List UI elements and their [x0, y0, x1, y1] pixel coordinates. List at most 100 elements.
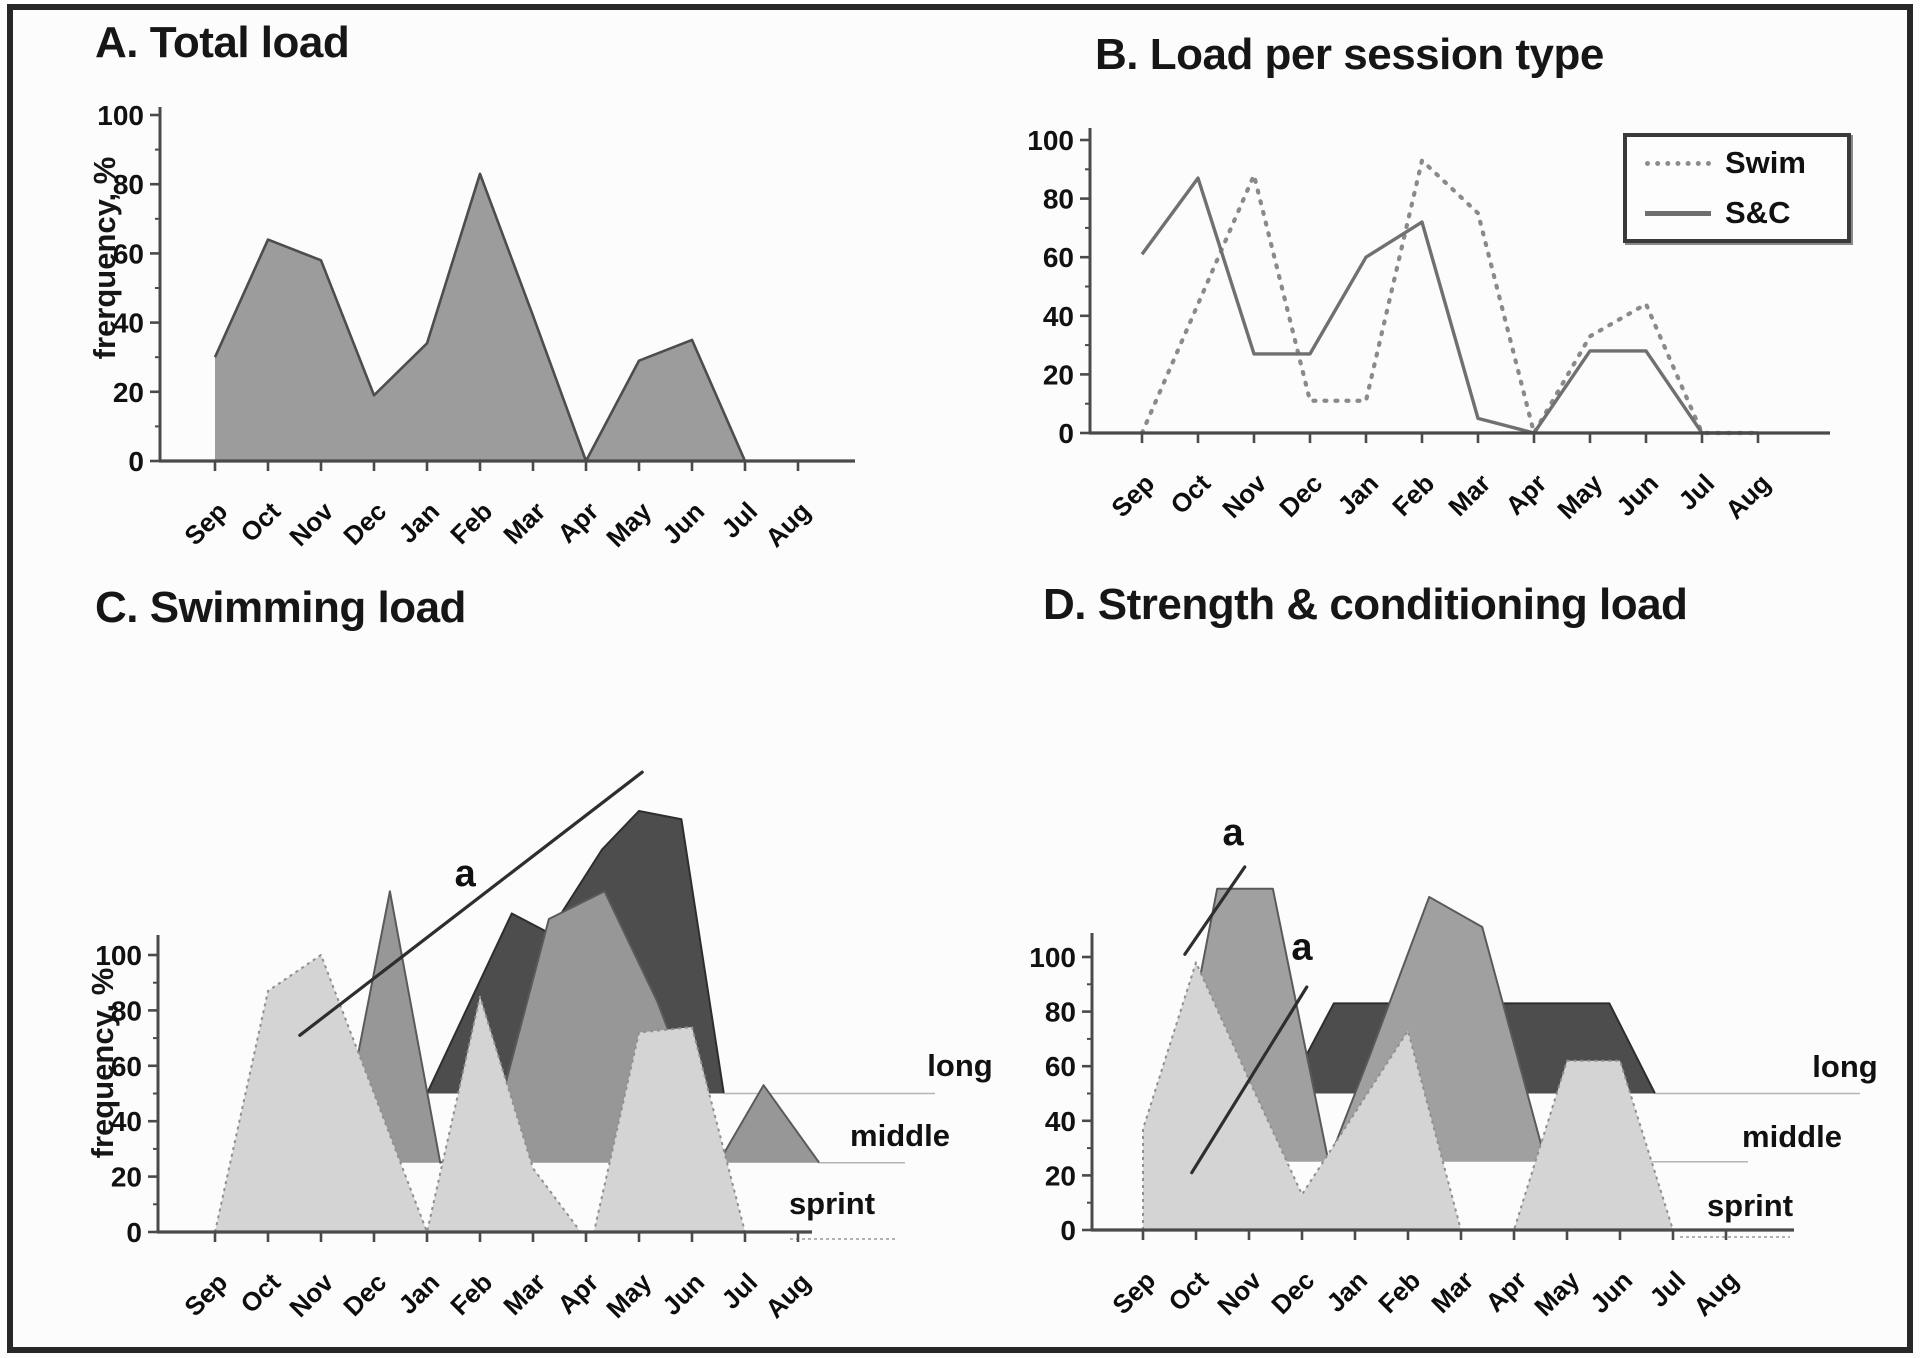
- y-tick-label: 40: [111, 1106, 142, 1137]
- layer-area-middle: [336, 891, 820, 1163]
- month-label: Nov: [1216, 468, 1272, 524]
- annotation-label: a: [1223, 812, 1245, 854]
- month-label: Feb: [444, 1267, 498, 1321]
- total-load-outline: [213, 172, 798, 463]
- legend-row-sc: S&C: [1645, 195, 1833, 231]
- month-label: Jul: [715, 496, 763, 544]
- y-tick-label: 20: [1043, 359, 1074, 390]
- month-label: Jun: [1584, 1265, 1638, 1319]
- layer-outline-sprint: [1142, 961, 1726, 1231]
- month-label: Feb: [444, 496, 498, 550]
- layer-label-long: long: [927, 1048, 992, 1083]
- y-tick-label: 80: [113, 169, 144, 200]
- month-label: Nov: [1211, 1265, 1267, 1321]
- y-tick-label: 40: [1045, 1106, 1076, 1137]
- month-label: Sep: [1106, 1265, 1161, 1320]
- month-label: Aug: [759, 496, 816, 553]
- month-label: Oct: [234, 1267, 286, 1319]
- layer-area-sprint: [215, 955, 798, 1232]
- layer-area-middle: [1164, 888, 1546, 1162]
- month-label: Dec: [337, 1267, 392, 1322]
- month-label: Jan: [1320, 1265, 1373, 1318]
- layer-label-sprint: sprint: [1707, 1188, 1793, 1223]
- y-tick-label: 0: [128, 446, 144, 477]
- y-tick-label: 0: [126, 1217, 142, 1248]
- month-label: Jun: [656, 496, 710, 550]
- y-tick-label: 100: [1029, 942, 1076, 973]
- month-label: Feb: [1372, 1265, 1426, 1319]
- y-tick-label: 40: [113, 308, 144, 339]
- month-label: Apr: [551, 1267, 604, 1320]
- annotation-line: [1183, 865, 1247, 956]
- panel-d-title: D. Strength & conditioning load: [1043, 580, 1688, 629]
- annotation-label: a: [1291, 927, 1313, 969]
- panel-b-title: B. Load per session type: [1095, 30, 1604, 79]
- month-label: Dec: [1273, 468, 1328, 523]
- y-tick-label: 0: [1058, 418, 1074, 449]
- month-label: Dec: [1265, 1265, 1320, 1320]
- y-tick-label: 80: [1043, 184, 1074, 215]
- legend-label-swim: Swim: [1725, 145, 1806, 180]
- layer-outline-middle: [1163, 887, 1547, 1163]
- month-label: Apr: [1499, 468, 1552, 521]
- month-label: Jan: [392, 496, 445, 549]
- month-label: Aug: [1719, 468, 1776, 525]
- month-label: Jul: [1672, 468, 1720, 516]
- layer-area-sprint: [1143, 962, 1726, 1230]
- month-label: Jul: [1643, 1265, 1691, 1313]
- month-label: Sep: [178, 1267, 233, 1322]
- y-tick-label: 80: [1045, 997, 1076, 1028]
- month-label: May: [600, 496, 657, 553]
- layer-label-middle: middle: [850, 1118, 950, 1153]
- month-label: Jun: [656, 1267, 710, 1321]
- y-tick-label: 20: [113, 377, 144, 408]
- layer-outline-sprint: [214, 954, 798, 1233]
- month-label: Sep: [178, 496, 233, 551]
- y-tick-label: 60: [113, 238, 144, 269]
- layer-outline-long: [426, 809, 725, 1094]
- annotation-label: a: [455, 853, 477, 895]
- layer-label-middle: middle: [1742, 1119, 1842, 1154]
- y-tick-label: 100: [1027, 125, 1074, 156]
- month-label: Oct: [234, 496, 286, 548]
- y-tick-label: 100: [97, 100, 144, 131]
- y-tick-label: 20: [1045, 1160, 1076, 1191]
- annotation-line: [1190, 985, 1309, 1175]
- layer-label-sprint: sprint: [789, 1186, 875, 1221]
- month-label: Jan: [392, 1267, 445, 1320]
- month-label: Apr: [551, 496, 604, 549]
- swim-dotted-line-sample: [1645, 160, 1711, 166]
- month-label: Nov: [283, 496, 339, 552]
- annotation-line: [298, 770, 644, 1037]
- y-tick-label: 20: [111, 1162, 142, 1193]
- y-tick-label: 60: [1045, 1051, 1076, 1082]
- layer-outline-middle: [335, 890, 821, 1164]
- month-label: Dec: [337, 496, 392, 551]
- y-tick-label: 60: [111, 1051, 142, 1082]
- month-label: Feb: [1386, 468, 1440, 522]
- month-label: Apr: [1479, 1265, 1532, 1318]
- series-sc: [1140, 176, 1758, 435]
- month-label: Jun: [1610, 468, 1664, 522]
- panel-c-title: C. Swimming load: [95, 583, 466, 632]
- month-label: Nov: [283, 1267, 339, 1323]
- y-tick-label: 0: [1060, 1215, 1076, 1246]
- month-label: Mar: [1425, 1265, 1479, 1319]
- month-label: May: [600, 1267, 657, 1324]
- series-swim: [1139, 158, 1761, 436]
- month-label: Oct: [1164, 468, 1216, 520]
- month-label: Mar: [497, 496, 551, 550]
- month-label: Mar: [1442, 468, 1496, 522]
- panel-d-chart: long middle sprint 0 20 40 60 80 100 Sep OctNovDec…: [1029, 812, 1877, 1322]
- month-label: May: [1528, 1265, 1585, 1322]
- total-load-area: [215, 173, 798, 461]
- legend-label-sc: S&C: [1725, 195, 1791, 230]
- month-label: Aug: [759, 1267, 816, 1324]
- month-label: Jul: [715, 1267, 763, 1315]
- sc-solid-line-sample: [1645, 210, 1711, 216]
- legend-box: Swim S&C: [1623, 133, 1851, 243]
- month-label: Sep: [1105, 468, 1160, 523]
